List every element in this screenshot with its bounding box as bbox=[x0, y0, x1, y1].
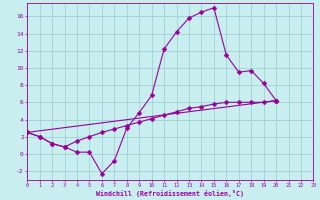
X-axis label: Windchill (Refroidissement éolien,°C): Windchill (Refroidissement éolien,°C) bbox=[96, 190, 244, 197]
